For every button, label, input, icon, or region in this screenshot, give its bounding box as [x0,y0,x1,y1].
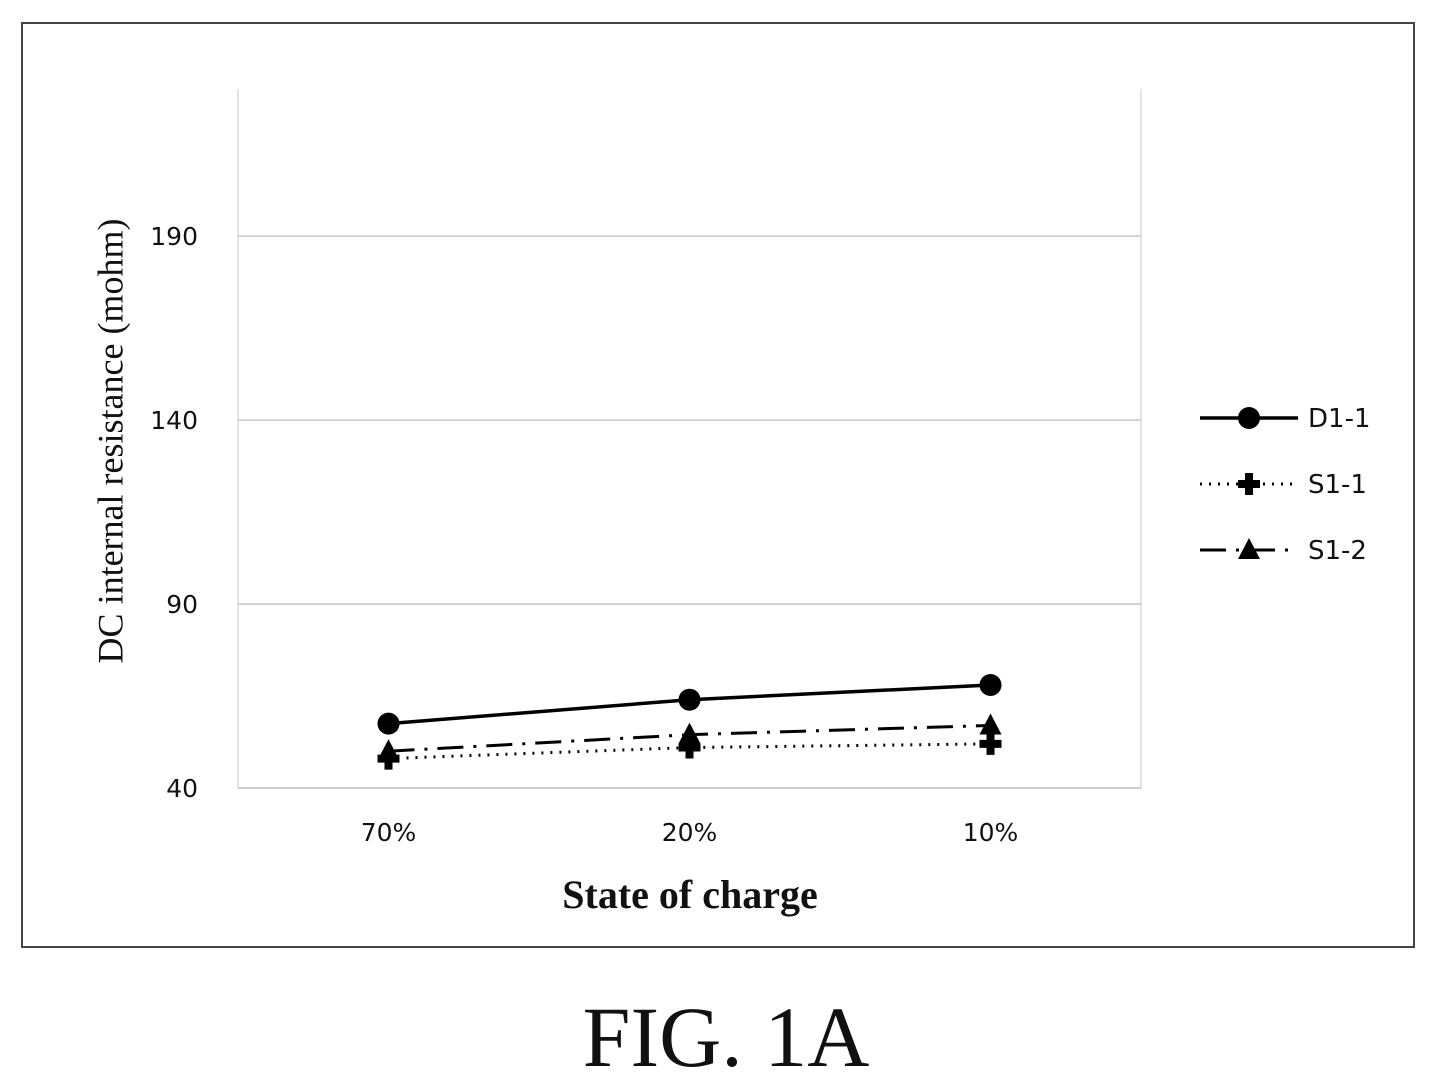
y-tick-label: 140 [150,406,198,435]
y-tick-labels: 40 90 140 190 [150,222,198,803]
legend-label-D1-1: D1-1 [1308,404,1371,434]
data-point-S1-2-20% [678,722,701,744]
legend-marker-S1-1 [1238,473,1260,495]
legend-marker-S1-2 [1238,538,1260,559]
legend-marker-D1-1 [1238,407,1260,429]
legend: D1-1 S1-1 S1-2 [1200,404,1371,566]
y-tick-label: 190 [150,222,198,251]
gridlines [237,89,1142,789]
series-S1-2 [377,713,1002,761]
series-layer [377,673,1002,770]
legend-label-S1-2: S1-2 [1308,536,1367,566]
data-point-D1-1-20% [678,688,701,711]
data-point-D1-1-70% [377,712,400,735]
data-point-S1-2-70% [377,739,400,761]
series-line-S1-1 [388,742,991,761]
y-axis-title: DC internal resistance (mohm) [90,219,130,664]
chart-frame [21,22,1415,948]
data-point-D1-1-10% [979,673,1002,696]
x-axis-title: State of charge [562,872,817,917]
data-point-S1-1-10% [979,732,1002,755]
x-tick-label: 70% [361,818,417,847]
data-point-S1-2-10% [979,713,1002,735]
x-tick-label: 20% [662,818,718,847]
x-tick-labels: 70% 20% 10% [361,818,1019,847]
figure-label: FIG. 1A [583,989,870,1079]
y-tick-label: 40 [166,774,198,803]
y-tick-label: 90 [166,590,198,619]
legend-label-S1-1: S1-1 [1308,470,1367,500]
series-D1-1 [377,673,1002,735]
data-point-S1-1-20% [678,736,701,759]
x-tick-label: 10% [963,818,1019,847]
